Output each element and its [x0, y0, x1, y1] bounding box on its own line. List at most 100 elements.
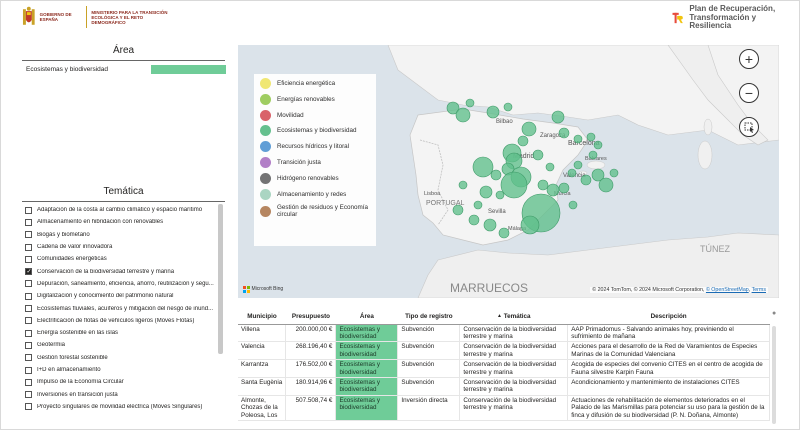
column-header-tematica[interactable]: ▲ Temática: [459, 310, 568, 325]
cell-tematica: Conservación de la biodiversidad terrest…: [459, 395, 569, 421]
table-body: Villena 200.000,00 € Ecosistemas y biodive…: [238, 324, 770, 421]
tematica-item[interactable]: Electrificación de flotas de vehículos l…: [25, 315, 221, 327]
tematica-checkbox[interactable]: [25, 366, 32, 374]
map-legend: Eficiencia energética Energías renovables…: [254, 74, 376, 246]
government-logo: GOBIERNO DE ESPAÑA MINISTERIO PARA LA TR…: [22, 4, 177, 30]
column-header-descripcion[interactable]: Descripción: [567, 310, 770, 325]
government-text: GOBIERNO DE ESPAÑA: [39, 12, 72, 22]
legend-item[interactable]: Gestión de residuos y Economía circular: [260, 204, 370, 218]
legend-item[interactable]: Eficiencia energética: [260, 78, 370, 89]
tematica-checkbox[interactable]: [25, 341, 32, 349]
tematica-item[interactable]: I+D en almacenamiento: [25, 364, 221, 376]
tematica-item[interactable]: Comunidades energéticas: [25, 253, 221, 265]
cell-descripcion: AAP Primadomus - Salvando animales hoy, …: [567, 324, 770, 343]
tematica-checkbox[interactable]: [25, 206, 32, 214]
legend-swatch: [260, 141, 271, 153]
logo-divider: [86, 6, 88, 28]
legend-item[interactable]: Almacenamiento y redes: [260, 188, 370, 200]
cell-descripcion: Acciones para el desarrollo de la Red de…: [567, 341, 770, 361]
select-region-button[interactable]: [739, 117, 759, 137]
tematica-item[interactable]: Proyecto singulares de movilidad eléctri…: [25, 401, 221, 413]
tematica-checkbox[interactable]: [25, 317, 32, 325]
zoom-in-button[interactable]: +: [739, 49, 759, 69]
cell-municipio: Santa Eugènia: [238, 377, 287, 396]
legend-item[interactable]: Movilidad: [260, 109, 370, 121]
legend-item[interactable]: Recursos hídricos y litoral: [260, 141, 370, 153]
map-label-madrid: Madrid: [513, 153, 535, 160]
legend-label: Hidrógeno renovables: [277, 174, 339, 182]
tematica-item[interactable]: Energía sostenible en las islas: [25, 327, 221, 339]
map-label-malaga: Málaga: [508, 226, 527, 232]
tematica-checkbox[interactable]: [25, 231, 32, 239]
tematica-checkbox[interactable]: [25, 268, 32, 276]
tematica-checkbox[interactable]: [25, 354, 32, 362]
cell-area: Ecosistemas y biodiversidad: [335, 359, 399, 378]
tematica-item[interactable]: Inversiones en transición justa: [25, 388, 221, 400]
zoom-out-button[interactable]: −: [739, 83, 759, 103]
osm-link[interactable]: © OpenStreetMap: [705, 287, 749, 293]
tematica-item-label: Depuración, saneamiento, eficiencia, aho…: [37, 280, 214, 287]
tematica-item[interactable]: Biogás y biometano: [25, 229, 221, 241]
table-row[interactable]: Villena 200.000,00 € Ecosistemas y biodive…: [238, 324, 770, 343]
tematica-item[interactable]: Depuración, saneamiento, eficiencia, aho…: [25, 278, 221, 290]
tematica-checkbox[interactable]: [25, 403, 32, 411]
column-header-presupuesto[interactable]: Presupuesto: [285, 310, 336, 325]
tematica-item[interactable]: Almacenamiento en hibridación con renova…: [25, 216, 221, 228]
tematica-checkbox[interactable]: [25, 280, 32, 288]
tematica-checkbox[interactable]: [25, 378, 32, 386]
tematica-checkbox[interactable]: [25, 391, 32, 399]
cell-tipo: Subvención: [397, 324, 461, 343]
prtr-mark-icon: [672, 12, 683, 24]
ministry-text: MINISTERIO PARA LA TRANSICIÓN ECOLÓGICA …: [91, 9, 168, 25]
tematica-item[interactable]: Geotermia: [25, 339, 221, 351]
cell-presupuesto: 180.914,96 €: [285, 377, 337, 396]
column-header-tipo[interactable]: Tipo de registro: [397, 310, 460, 325]
map-label-tunez: TÚNEZ: [700, 244, 730, 254]
legend-item[interactable]: Transición justa: [260, 156, 370, 168]
microsoft-logo: Microsoft Bing: [243, 286, 283, 293]
terms-link[interactable]: Terms: [751, 287, 766, 293]
table-header-row: Municipio Presupuesto Área Tipo de regis…: [238, 310, 770, 325]
table-scrollbar[interactable]: [772, 326, 776, 424]
map-label-barcelona: Barcelona: [568, 140, 600, 147]
tematica-checkbox[interactable]: [25, 292, 32, 300]
tematica-checkbox[interactable]: [25, 255, 32, 263]
tematica-item-label: Impulso de la Economía Circular: [37, 379, 124, 386]
legend-item[interactable]: Energías renovables: [260, 93, 370, 105]
area-filter-item[interactable]: Ecosistemas y biodiversidad: [26, 64, 226, 75]
legend-item[interactable]: Ecosistemas y biodiversidad: [260, 125, 370, 137]
legend-item[interactable]: Hidrógeno renovables: [260, 172, 370, 184]
cell-municipio: Almonte, Chozas de la Poleosa, Los: [238, 395, 287, 421]
cell-area: Ecosistemas y biodiversidad: [335, 395, 399, 421]
tematica-item[interactable]: Gestión forestal sostenible: [25, 352, 221, 364]
tematica-item[interactable]: Adaptación de la costa al cambio climáti…: [25, 204, 221, 216]
legend-swatch: [260, 93, 271, 105]
tematica-checkbox[interactable]: [25, 243, 32, 251]
cell-area: Ecosistemas y biodiversidad: [335, 377, 399, 396]
tematica-item-label: Almacenamiento en hibridación con renova…: [37, 219, 164, 226]
tematica-item[interactable]: Impulso de la Economía Circular: [25, 376, 221, 388]
table-row[interactable]: Almonte, Chozas de la Poleosa, Los 507.50…: [238, 395, 770, 421]
legend-label: Movilidad: [277, 111, 304, 119]
column-header-municipio[interactable]: Municipio: [238, 310, 286, 325]
tematica-item[interactable]: Ecosistemas fluviales, acuíferos y mitig…: [25, 302, 221, 314]
legend-swatch: [260, 109, 271, 121]
tematica-scrollbar[interactable]: [218, 204, 223, 354]
table-row[interactable]: Karrantza 176.502,00 € Ecosistemas y biodi…: [238, 359, 770, 378]
cell-tipo: Subvención: [397, 377, 461, 396]
table-row[interactable]: Valencia 268.196,40 € Ecosistemas y biodiv…: [238, 341, 770, 361]
legend-swatch: [260, 78, 271, 89]
tematica-item-label: Conservación de la biodiversidad terrest…: [37, 268, 175, 275]
microsoft-bing-label: Microsoft Bing: [251, 286, 284, 293]
table-scroll-indicator: ●: [772, 310, 777, 317]
tematica-item[interactable]: Digitalización y conocimiento del patrim…: [25, 290, 221, 302]
cell-municipio: Villena: [238, 324, 287, 343]
tematica-item[interactable]: Conservación de la biodiversidad terrest…: [25, 265, 221, 277]
tematica-checkbox[interactable]: [25, 329, 32, 337]
table-row[interactable]: Santa Eugènia 180.914,96 € Ecosistemas y b…: [238, 377, 770, 396]
tematica-checkbox[interactable]: [25, 305, 32, 313]
tematica-checkbox[interactable]: [25, 218, 32, 226]
tematica-item[interactable]: Cadena de valor innovadora: [25, 241, 221, 253]
map-label-zaragoza: Zaragoza: [540, 133, 566, 139]
column-header-area[interactable]: Área: [335, 310, 398, 325]
